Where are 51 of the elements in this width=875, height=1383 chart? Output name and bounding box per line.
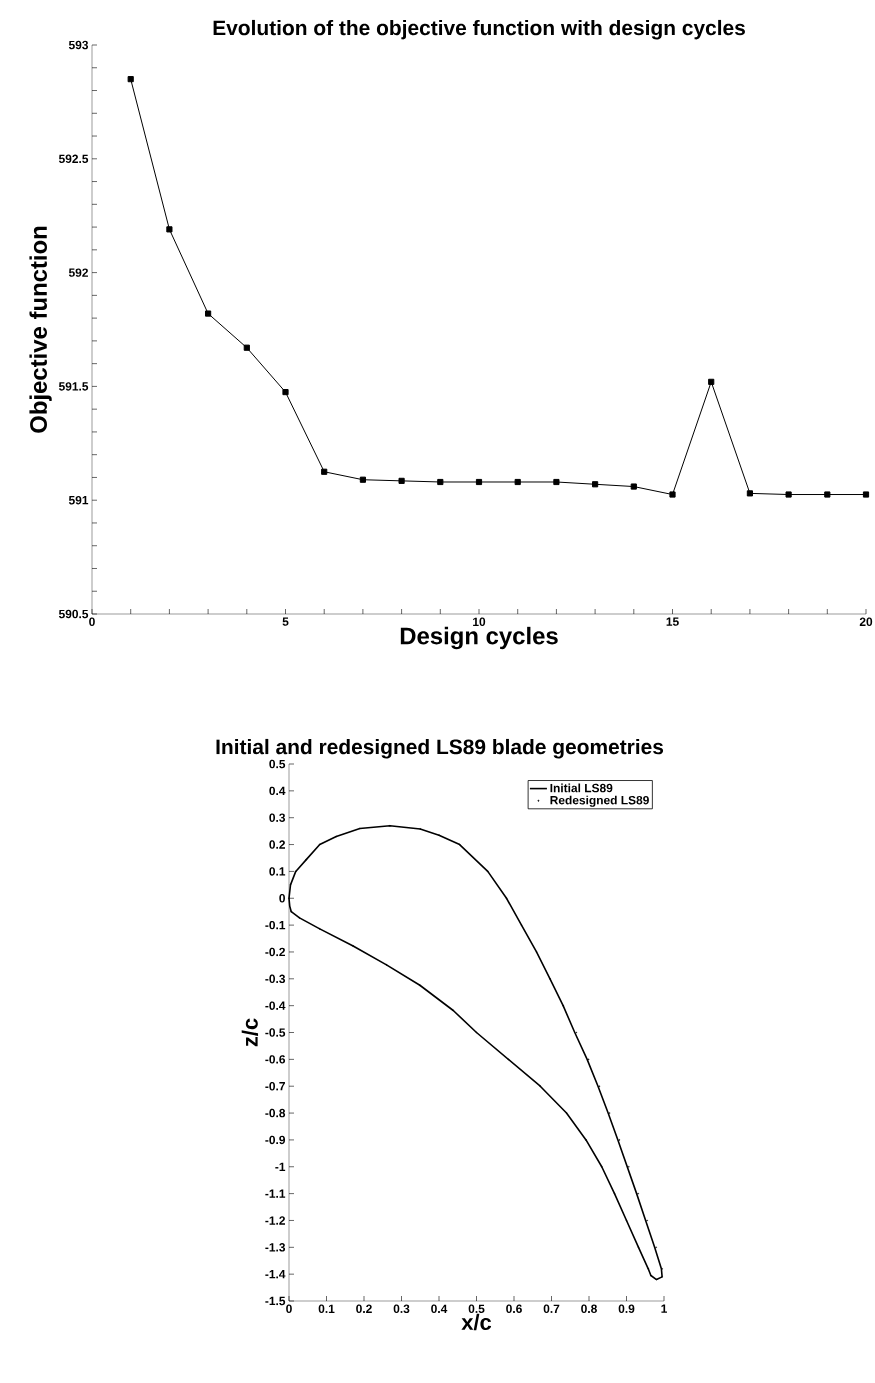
y-axis-title: Objective function [29,226,52,433]
y-tick-label: 591 [68,495,89,505]
y-tick-label: -1 [275,1162,286,1171]
x-axis-title: Design cycles [400,626,558,650]
chart-title: Initial and redesigned LS89 blade geometries [216,738,664,759]
y-tick-label: 592 [68,268,88,277]
y-tick-label: -0.2 [265,947,286,957]
x-tick-label: 0.4 [431,1304,448,1313]
y-tick-label: -0.9 [265,1135,286,1145]
y-tick-label: -1.5 [265,1296,286,1306]
x-tick-label: 0.7 [543,1304,560,1313]
y-tick-label: 0.3 [269,813,286,822]
legend-label: Redesigned LS89 [550,795,649,807]
y-tick-label: -1.3 [265,1243,286,1252]
x-tick-label: 0.8 [581,1304,597,1313]
y-tick-label: -0.6 [265,1055,286,1064]
legend-label: Initial LS89 [550,783,613,793]
x-tick-label: 20 [859,617,873,626]
y-tick-label: -0.5 [265,1028,286,1037]
y-tick-label: 591.5 [58,382,89,391]
y-tick-label: -1.4 [265,1270,286,1279]
x-tick-label: 0.3 [393,1304,410,1314]
chart-title: Evolution of the objective function with design cycles [213,19,745,40]
x-tick-label: 0 [89,617,95,626]
y-tick-label: -0.1 [265,920,286,930]
x-tick-label: 10 [473,617,486,626]
x-axis-title: x/c [461,1313,492,1331]
y-tick-label: 0.4 [269,786,286,796]
x-tick-label: 0.6 [506,1304,522,1313]
y-tick-label: -0.3 [265,974,286,984]
x-tick-label: 1 [661,1304,667,1313]
x-tick-label: 15 [666,617,679,626]
y-tick-label: -0.7 [265,1081,285,1091]
y-tick-label: 0.2 [269,840,286,849]
y-tick-label: 0 [279,894,285,903]
y-tick-label: 593 [68,40,89,50]
y-tick-label: 592.5 [58,154,89,164]
x-tick-label: 0.5 [468,1304,485,1313]
y-tick-label: -0.4 [265,1001,286,1010]
y-axis-title: z/c [241,1018,259,1047]
x-tick-label: 5 [282,617,289,626]
y-tick-label: 590.5 [58,609,89,619]
y-tick-label: -1.2 [265,1216,286,1225]
x-tick-label: 0 [286,1304,292,1313]
x-tick-label: 0.2 [356,1304,372,1313]
x-tick-label: 0.1 [318,1304,335,1313]
y-tick-label: 0.5 [269,759,286,769]
y-tick-label: -1.1 [265,1189,286,1198]
y-tick-label: 0.1 [269,867,286,876]
x-tick-label: 0.9 [618,1304,635,1313]
y-tick-label: -0.8 [265,1108,286,1118]
